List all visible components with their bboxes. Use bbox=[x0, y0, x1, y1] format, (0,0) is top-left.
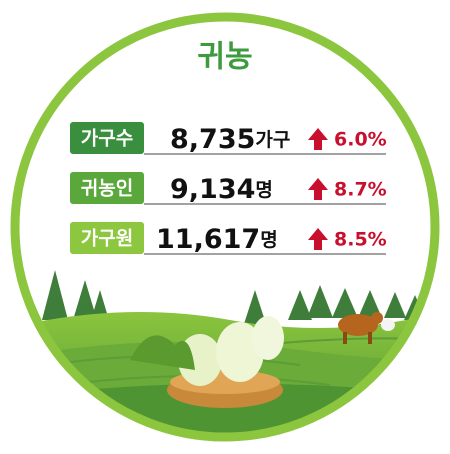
row: 가구수 8,735가구 6.0% bbox=[70, 122, 387, 155]
circle-border bbox=[10, 12, 440, 442]
row-label: 귀농인 bbox=[81, 178, 133, 200]
row: 귀농인 9,134명 8.7% bbox=[70, 172, 387, 205]
row-change: 8.5% bbox=[334, 229, 387, 251]
row-value: 8,735가구 bbox=[170, 124, 290, 155]
label-box bbox=[70, 172, 144, 204]
row-label: 가구원 bbox=[81, 228, 133, 250]
up-arrow bbox=[308, 178, 328, 200]
row-label: 가구수 bbox=[81, 128, 133, 150]
row: 가구원 11,617명 8.5% bbox=[70, 222, 387, 255]
cow bbox=[338, 312, 383, 344]
value-unit: 명 bbox=[260, 229, 277, 251]
row-value: 11,617명 bbox=[156, 224, 278, 255]
value-number: 8,735 bbox=[170, 124, 255, 155]
chicken bbox=[381, 319, 395, 331]
value-unit: 명 bbox=[255, 179, 272, 201]
label-box bbox=[70, 222, 144, 254]
row-value: 9,134명 bbox=[170, 174, 273, 205]
value-number: 9,134 bbox=[170, 174, 255, 205]
value-number: 11,617 bbox=[156, 224, 260, 255]
up-arrow bbox=[308, 128, 328, 150]
up-arrow bbox=[308, 228, 328, 250]
label-box bbox=[70, 122, 144, 154]
row-change: 8.7% bbox=[334, 179, 387, 201]
title: 귀농 bbox=[197, 40, 252, 75]
basket bbox=[130, 316, 284, 408]
value-unit: 가구 bbox=[255, 129, 290, 151]
row-change: 6.0% bbox=[334, 129, 387, 151]
